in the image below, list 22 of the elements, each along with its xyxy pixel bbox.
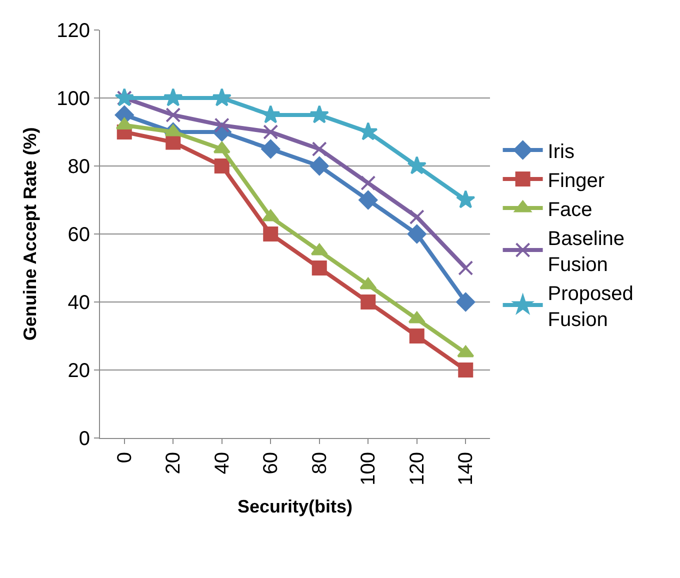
legend-label: Iris [548, 140, 574, 163]
y-tick-label: 100 [56, 88, 90, 110]
y-axis-title: Genuine Accept Rate (%) [20, 127, 40, 341]
x-tick-label: 100 [358, 452, 380, 486]
x-tick-label: 80 [308, 452, 331, 474]
y-tick-label: 120 [56, 20, 90, 42]
x-tick-label: 60 [260, 452, 282, 474]
y-tick-label: 20 [68, 360, 90, 382]
y-tick-label: 0 [78, 428, 90, 450]
x-axis-title: Security(bits) [237, 496, 353, 516]
y-tick-label: 80 [68, 156, 90, 178]
y-tick-label: 40 [68, 292, 90, 314]
legend-label: Face [548, 198, 592, 221]
legend-label: Finger [548, 170, 605, 192]
x-tick-label: 0 [114, 452, 136, 464]
legend-label: Baseline Fusion [548, 228, 625, 276]
x-tick-label: 40 [211, 452, 234, 474]
x-tick-label: 140 [455, 452, 478, 486]
x-tick-label: 20 [162, 452, 185, 474]
y-tick-label: 60 [68, 224, 90, 246]
x-tick-label: 120 [406, 452, 428, 486]
legend-label: Proposed Fusion [548, 282, 634, 331]
